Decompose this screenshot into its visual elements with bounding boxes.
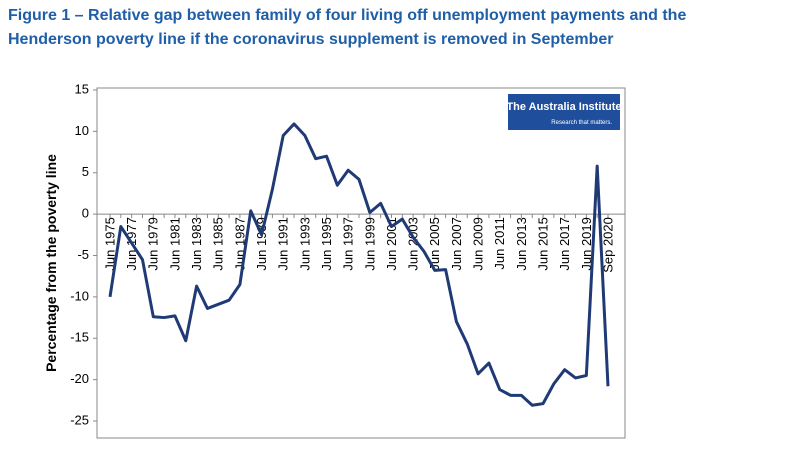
y-tick-label: 10 xyxy=(75,123,89,138)
x-tick-label: Jun 1995 xyxy=(319,217,334,271)
x-tick-label: Jun 2009 xyxy=(471,217,486,271)
x-tick-label: Jun 1999 xyxy=(362,217,377,271)
x-tick-label: Jun 2005 xyxy=(427,217,442,271)
y-tick-label: 5 xyxy=(82,164,89,179)
x-tick-label: Jun 2017 xyxy=(557,217,572,271)
x-tick-label: Jun 2019 xyxy=(579,217,594,271)
x-tick-label: Jun 2015 xyxy=(535,217,550,271)
x-tick-label: Jun 1983 xyxy=(189,217,204,271)
x-tick-label: Jun 1991 xyxy=(276,217,291,271)
y-tick-label: -15 xyxy=(70,330,89,345)
y-tick-label: 0 xyxy=(82,206,89,221)
logo-tagline: Research that matters. xyxy=(551,120,612,126)
x-tick-label: Jun 1993 xyxy=(297,217,312,271)
x-tick-label: Jun 1989 xyxy=(254,217,269,271)
y-tick-label: -20 xyxy=(70,371,89,386)
y-tick-label: 15 xyxy=(75,81,89,96)
y-tick-label: -25 xyxy=(70,412,89,427)
y-tick-label: -5 xyxy=(77,247,89,262)
x-tick-label: Jun 2007 xyxy=(449,217,464,271)
x-tick-label: Jun 2013 xyxy=(514,217,529,271)
x-tick-label: Jun 1997 xyxy=(341,217,356,271)
chart-title: Henderson poverty line if the coronaviru… xyxy=(8,31,613,48)
y-axis-label: Percentage from the poverty line xyxy=(43,154,59,372)
x-tick-label: Jun 1985 xyxy=(211,217,226,271)
x-tick-label: Jun 1981 xyxy=(167,217,182,271)
x-tick-label: Jun 2011 xyxy=(492,217,507,270)
plot-frame xyxy=(96,87,626,439)
chart-title: Figure 1 – Relative gap between family o… xyxy=(8,7,686,24)
logo xyxy=(508,94,620,130)
x-tick-label: Jun 1975 xyxy=(102,217,117,271)
x-tick-label: Jun 2001 xyxy=(384,217,399,271)
logo-name: The Australia Institute xyxy=(506,101,621,113)
x-tick-label: Sep 2020 xyxy=(600,217,615,273)
x-tick-label: Jun 1979 xyxy=(146,217,161,271)
data-line xyxy=(108,122,610,407)
y-tick-label: -10 xyxy=(70,288,89,303)
